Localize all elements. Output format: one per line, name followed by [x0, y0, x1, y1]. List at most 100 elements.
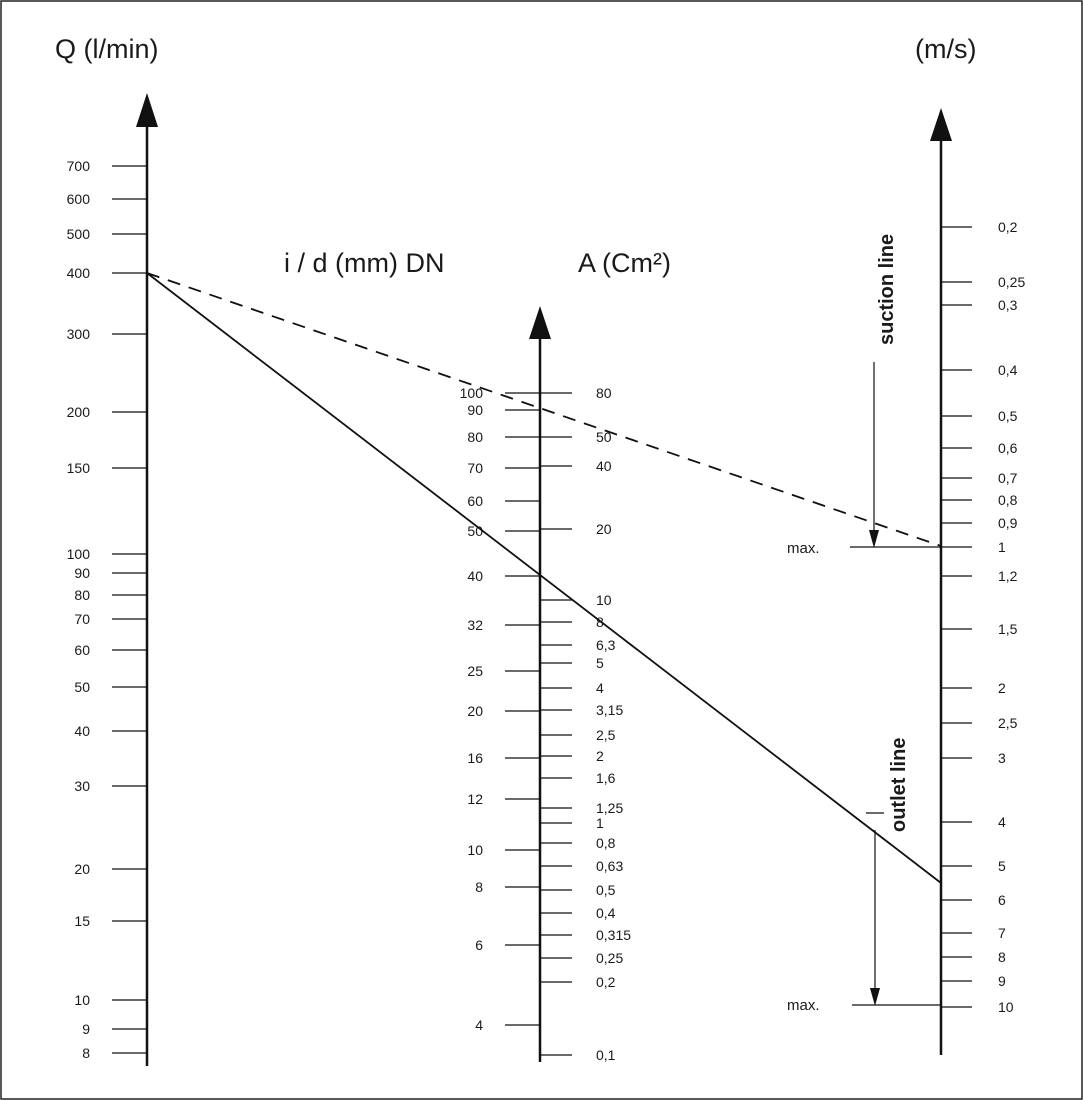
- v-tick-label: 1: [998, 539, 1006, 555]
- v-axis-title: (m/s): [915, 34, 976, 64]
- q-tick-label: 10: [74, 992, 90, 1008]
- a-tick-label: 1: [596, 815, 604, 831]
- v-axis-arrow: [930, 108, 952, 141]
- outlet-limit-arrowhead: [870, 988, 880, 1006]
- q-tick-label: 60: [74, 642, 90, 658]
- a-tick-label: 1,6: [596, 770, 616, 786]
- q-tick-label: 400: [67, 265, 91, 281]
- v-tick-label: 0,3: [998, 297, 1018, 313]
- a-tick-label: 80: [596, 385, 612, 401]
- v-tick-label: 0,9: [998, 515, 1018, 531]
- q-tick-label: 30: [74, 778, 90, 794]
- outlet-line-label: outlet line: [888, 738, 910, 832]
- q-tick-label: 70: [74, 611, 90, 627]
- outlet-max-label: max.: [787, 997, 820, 1014]
- a-tick-label: 2: [596, 748, 604, 764]
- d-tick-label: 32: [467, 617, 483, 633]
- v-tick-label: 8: [998, 949, 1006, 965]
- q-axis-arrow: [136, 93, 158, 127]
- suction-max-label: max.: [787, 540, 820, 557]
- v-tick-label: 0,7: [998, 470, 1018, 486]
- a-tick-label: 20: [596, 521, 612, 537]
- d-tick-label: 8: [475, 879, 483, 895]
- a-tick-label: 0,315: [596, 927, 631, 943]
- q-tick-label: 300: [67, 326, 91, 342]
- v-tick-label: 9: [998, 973, 1006, 989]
- v-tick-label: 7: [998, 925, 1006, 941]
- v-tick-label: 5: [998, 858, 1006, 874]
- q-tick-label: 150: [67, 460, 91, 476]
- v-tick-label: 0,2: [998, 219, 1018, 235]
- a-tick-label: 5: [596, 655, 604, 671]
- q-tick-label: 80: [74, 587, 90, 603]
- a-tick-label: 10: [596, 592, 612, 608]
- d-tick-label: 16: [467, 750, 483, 766]
- d-tick-label: 70: [467, 460, 483, 476]
- v-tick-label: 3: [998, 750, 1006, 766]
- outlet-example-solid-line: [146, 272, 942, 884]
- a-tick-label: 0,25: [596, 950, 623, 966]
- a-tick-label: 1,25: [596, 800, 623, 816]
- q-tick-label: 40: [74, 723, 90, 739]
- d-tick-label: 25: [467, 663, 483, 679]
- v-tick-label: 1,5: [998, 621, 1018, 637]
- q-tick-label: 20: [74, 861, 90, 877]
- d-a-axis-arrow: [529, 306, 551, 339]
- a-tick-label: 0,4: [596, 905, 616, 921]
- d-tick-label: 40: [467, 568, 483, 584]
- a-tick-label: 0,63: [596, 858, 623, 874]
- suction-example-dashed-line: [146, 272, 942, 547]
- v-tick-label: 0,25: [998, 274, 1025, 290]
- v-tick-label: 0,5: [998, 408, 1018, 424]
- q-axis-title: Q (l/min): [55, 34, 159, 64]
- d-tick-label: 4: [475, 1017, 483, 1033]
- a-tick-label: 50: [596, 429, 612, 445]
- a-tick-label: 0,1: [596, 1047, 616, 1063]
- d-tick-label: 80: [467, 429, 483, 445]
- v-tick-label: 2: [998, 680, 1006, 696]
- d-tick-label: 90: [467, 402, 483, 418]
- a-tick-label: 0,8: [596, 835, 616, 851]
- v-tick-label: 1,2: [998, 568, 1018, 584]
- a-tick-label: 2,5: [596, 727, 616, 743]
- v-tick-label: 6: [998, 892, 1006, 908]
- q-tick-label: 500: [67, 226, 91, 242]
- a-tick-label: 4: [596, 680, 604, 696]
- a-tick-label: 0,2: [596, 974, 616, 990]
- a-tick-label: 40: [596, 458, 612, 474]
- q-tick-label: 200: [67, 404, 91, 420]
- a-axis-ticks: 805040201086,3543,152,521,61,2510,80,630…: [540, 385, 631, 1063]
- q-axis-ticks: 700 600 500 400 300 200 150 100 90 80 70 60 50 40 30 20…: [67, 158, 147, 1061]
- a-tick-label: 3,15: [596, 702, 623, 718]
- a-axis-title: A (Cm²): [578, 248, 671, 278]
- q-tick-label: 8: [82, 1045, 90, 1061]
- v-tick-label: 10: [998, 999, 1014, 1015]
- a-tick-label: 0,5: [596, 882, 616, 898]
- q-tick-label: 9: [82, 1021, 90, 1037]
- d-tick-label: 60: [467, 493, 483, 509]
- a-tick-label: 6,3: [596, 637, 616, 653]
- d-tick-label: 12: [467, 791, 483, 807]
- q-tick-label: 15: [74, 913, 90, 929]
- q-tick-label: 100: [67, 546, 91, 562]
- q-tick-label: 90: [74, 565, 90, 581]
- q-tick-label: 50: [74, 679, 90, 695]
- v-tick-label: 0,8: [998, 492, 1018, 508]
- d-axis-title: i / d (mm) DN: [284, 248, 444, 278]
- v-tick-label: 4: [998, 814, 1006, 830]
- suction-line-label: suction line: [876, 234, 898, 345]
- v-tick-label: 0,6: [998, 440, 1018, 456]
- q-tick-label: 600: [67, 191, 91, 207]
- d-tick-label: 10: [467, 842, 483, 858]
- v-tick-label: 2,5: [998, 715, 1018, 731]
- v-axis-ticks: 0,2 0,25 0,3 0,4 0,5 0,6 0,7 0,8 0,9 1 1,2 1,5 2 2,5 3…: [941, 219, 1025, 1015]
- d-tick-label: 50: [467, 523, 483, 539]
- suction-limit-arrowhead: [869, 530, 879, 548]
- d-tick-label: 100: [460, 385, 484, 401]
- d-tick-label: 20: [467, 703, 483, 719]
- v-tick-label: 0,4: [998, 362, 1018, 378]
- d-tick-label: 6: [475, 937, 483, 953]
